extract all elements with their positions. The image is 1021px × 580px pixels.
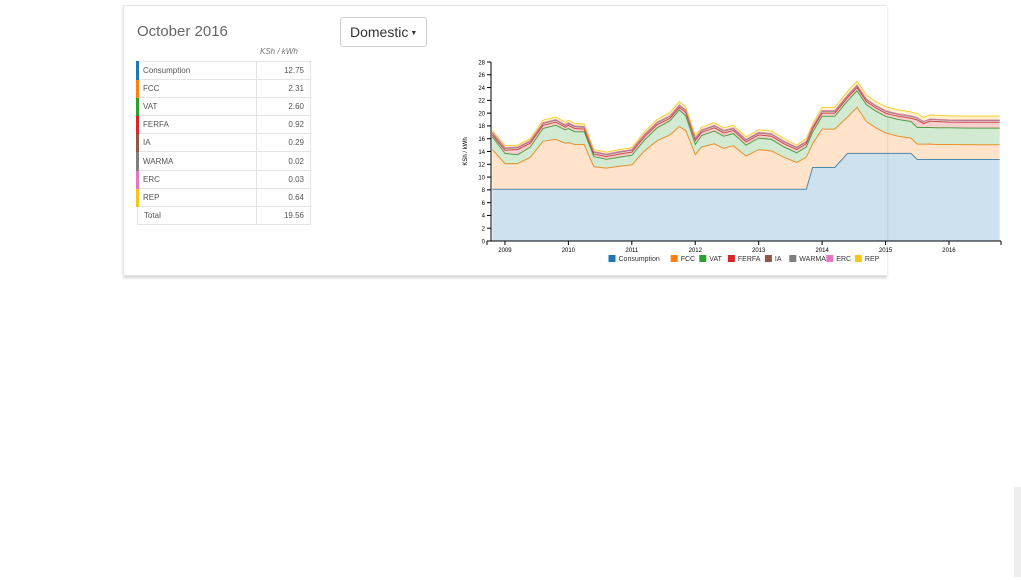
- legend-swatch: [608, 255, 616, 262]
- y-tick-label: 6: [482, 201, 486, 207]
- unit-label: KSh / kWh: [260, 47, 298, 56]
- x-tick-label: 2015: [879, 248, 893, 254]
- legend-entry: REP: [865, 256, 880, 263]
- x-tick-label: 2013: [752, 248, 766, 254]
- legend-swatch: [727, 255, 735, 262]
- breakdown-row: FCC 2.31: [136, 79, 311, 99]
- breakdown-row: WARMA 0.02: [136, 151, 311, 171]
- breakdown-row-value: 0.29: [256, 133, 311, 153]
- breakdown-row-value: 12.75: [256, 60, 311, 81]
- series-line-consumption: [492, 152, 1000, 190]
- legend-swatch: [854, 255, 862, 262]
- y-tick-label: 4: [482, 214, 486, 220]
- y-tick-label: 28: [478, 60, 485, 66]
- series-area-consumption: [492, 153, 1000, 241]
- series-line-vat: [491, 90, 1000, 160]
- series-line-fcc: [491, 106, 1000, 169]
- breakdown-row: REP 0.64: [136, 187, 311, 207]
- legend-swatch: [699, 255, 707, 262]
- legend-swatch: [826, 255, 834, 262]
- breakdown-row-value: 0.03: [256, 169, 311, 189]
- scrollbar-track[interactable]: [1014, 487, 1021, 577]
- breakdown-row: Consumption 12.75: [136, 60, 311, 81]
- x-tick-label: 2010: [562, 248, 576, 254]
- caret-down-icon: ▼: [410, 29, 418, 37]
- breakdown-row-name: FERFA: [136, 115, 257, 135]
- legend-entry: VAT: [709, 256, 722, 263]
- series-area-ferfa: [492, 87, 1000, 160]
- legend-swatch: [764, 255, 772, 262]
- breakdown-row-value: 0.92: [256, 115, 311, 135]
- y-tick-label: 18: [478, 124, 485, 130]
- breakdown-row-name: ERC: [136, 169, 257, 189]
- breakdown-row: FERFA 0.92: [136, 115, 311, 135]
- breakdown-total-label: Total: [137, 205, 257, 225]
- legend-entry: FCC: [681, 256, 695, 263]
- tariff-dropdown[interactable]: Domestic ▼: [340, 17, 428, 47]
- series-area-fcc: [492, 107, 1000, 190]
- x-tick-label: 2009: [498, 248, 512, 254]
- breakdown-row-name: REP: [136, 187, 257, 207]
- y-tick-label: 22: [478, 99, 485, 105]
- breakdown-row: VAT 2.60: [136, 97, 311, 117]
- y-tick-label: 24: [478, 86, 485, 92]
- breakdown-row: IA 0.29: [136, 133, 311, 153]
- breakdown-row-value: 2.60: [256, 97, 311, 117]
- breakdown-total-row: Total 19.56: [137, 205, 311, 225]
- breakdown-row-name: IA: [136, 133, 257, 153]
- y-tick-label: 20: [478, 111, 485, 117]
- breakdown-table: Consumption 12.75 FCC 2.31 VAT 2.60 FERFA 0.92 I…: [136, 60, 311, 225]
- tariff-card: October 2016 KSh / kWh Consumption 12.75 F…: [123, 5, 1002, 276]
- series-line-erc: [491, 84, 1000, 155]
- y-tick-label: 16: [478, 137, 485, 143]
- legend-entry: IA: [775, 256, 782, 263]
- breakdown-total-value: 19.56: [256, 205, 311, 225]
- breakdown-row-name: FCC: [136, 79, 257, 99]
- y-axis-label: KSh / kWh: [463, 137, 469, 165]
- y-tick-label: 8: [482, 188, 486, 194]
- legend-entry: ERC: [836, 256, 851, 263]
- x-tick-label: 2016: [942, 248, 956, 254]
- y-tick-label: 0: [482, 239, 486, 245]
- tariff-dropdown-label: Domestic: [350, 24, 409, 40]
- x-tick-label: 2011: [625, 248, 639, 254]
- y-tick-label: 26: [478, 73, 485, 79]
- legend-entry: FERFA: [738, 256, 761, 263]
- series-line-rep: [491, 80, 1000, 153]
- series-area-vat: [492, 90, 1000, 169]
- y-tick-label: 14: [478, 150, 485, 156]
- legend-entry: WARMA: [799, 256, 826, 263]
- breakdown-row-value: 0.64: [256, 187, 311, 207]
- breakdown-row-value: 2.31: [256, 79, 311, 99]
- breakdown-row-name: VAT: [136, 97, 257, 117]
- legend-swatch: [670, 255, 678, 262]
- breakdown-row-name: WARMA: [136, 151, 257, 171]
- y-tick-label: 12: [478, 163, 485, 169]
- legend-swatch: [789, 255, 797, 262]
- y-tick-label: 10: [478, 175, 485, 181]
- series-line-ferfa: [491, 86, 1000, 158]
- y-tick-label: 2: [482, 227, 486, 233]
- x-tick-label: 2012: [689, 248, 703, 254]
- legend-entry: Consumption: [619, 256, 660, 263]
- breakdown-row-value: 0.02: [256, 151, 311, 171]
- breakdown-row-name: Consumption: [136, 60, 257, 81]
- breakdown-row: ERC 0.03: [136, 169, 311, 189]
- x-tick-label: 2014: [815, 248, 829, 254]
- period-title: October 2016: [137, 23, 228, 40]
